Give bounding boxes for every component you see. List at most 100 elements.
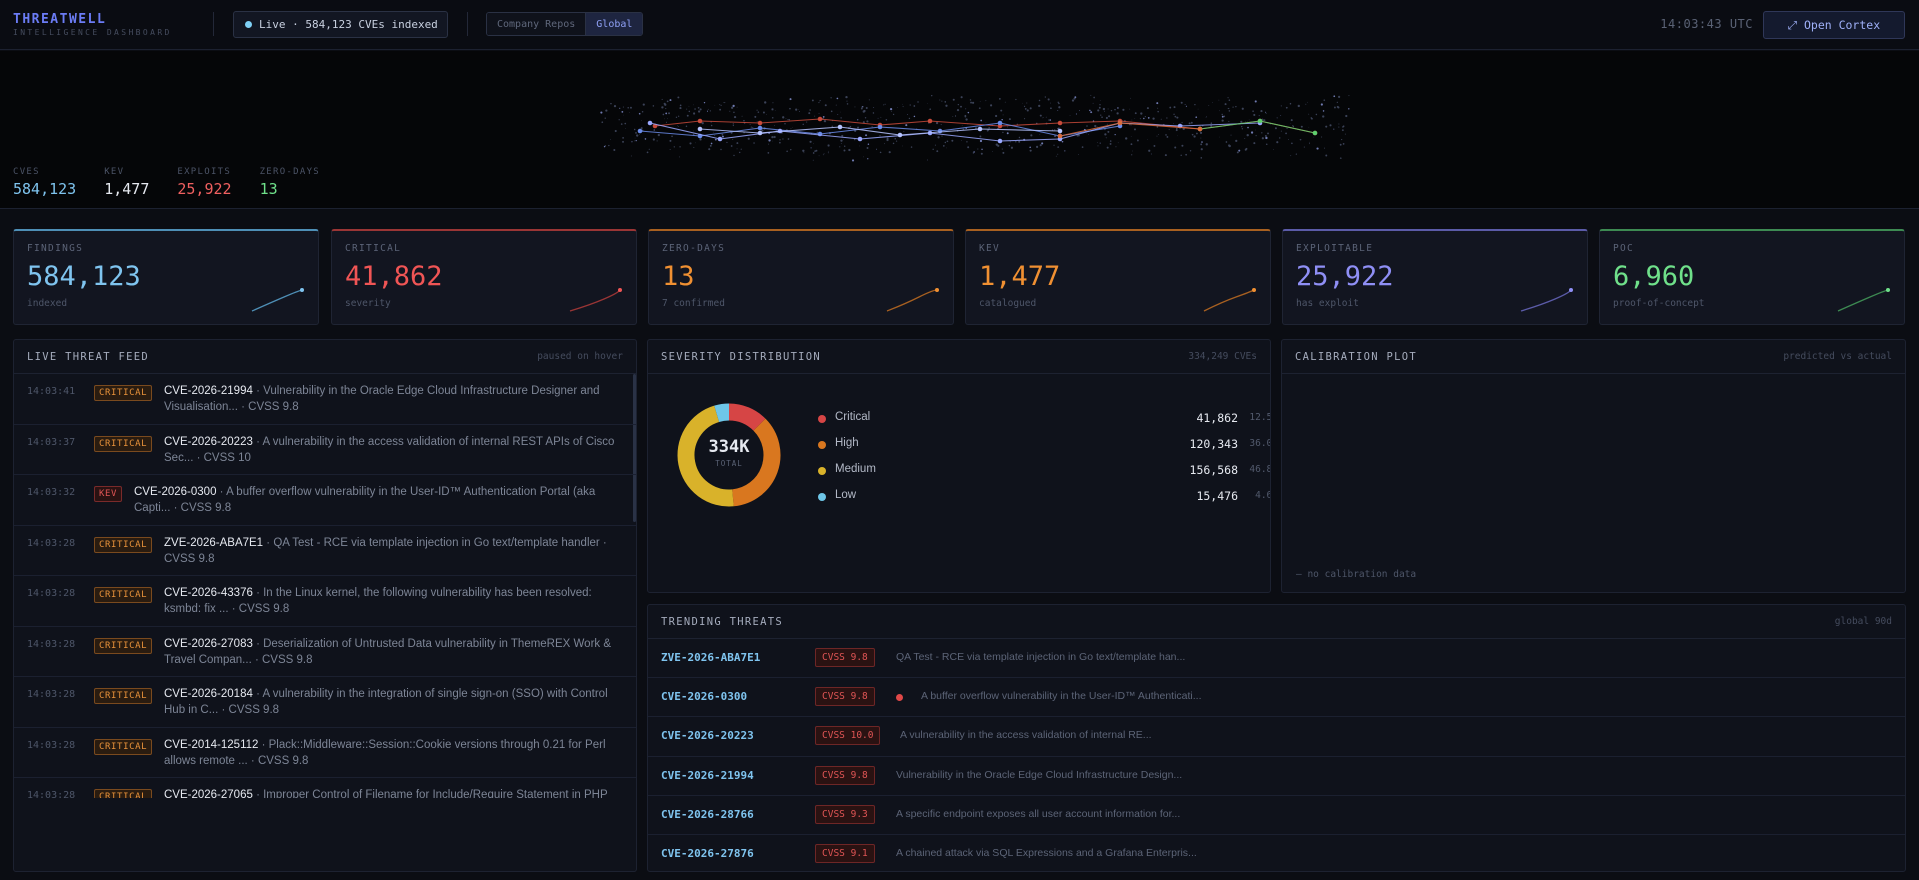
feed-item[interactable]: 14:03:28 CRITICAL CVE-2026-27065 · Imprope…	[14, 778, 636, 798]
threat-node[interactable]	[1057, 120, 1063, 126]
particle	[1045, 116, 1047, 118]
trending-item[interactable]: ZVE-2026-ABA7E1 CVSS 9.8 QA Test - RCE via…	[648, 639, 1905, 679]
threat-node[interactable]	[757, 130, 763, 136]
particle	[1156, 102, 1159, 105]
particle	[790, 128, 792, 130]
threat-node[interactable]	[837, 124, 843, 130]
open-cortex-button[interactable]: ⤢ Open Cortex	[1763, 11, 1905, 39]
donut-slice-medium[interactable]	[677, 405, 734, 507]
threat-node[interactable]	[757, 120, 763, 126]
panel-header: SEVERITY DISTRIBUTION 334,249 CVEs	[648, 340, 1270, 374]
particle	[1002, 131, 1004, 134]
live-status-pill[interactable]: Live · 584,123 CVEs indexed	[233, 11, 448, 38]
cve-id[interactable]: CVE-2026-21994	[661, 768, 754, 782]
stat-card-kev[interactable]: KEV 1,477 catalogued	[965, 229, 1271, 325]
threat-node[interactable]	[1057, 128, 1063, 134]
donut-slice-low[interactable]	[714, 403, 730, 423]
threat-node[interactable]	[697, 118, 703, 124]
feed-item[interactable]: 14:03:28 CRITICAL CVE-2026-27083 · Deseria…	[14, 627, 636, 677]
threat-node[interactable]	[997, 138, 1003, 144]
panel-title: SEVERITY DISTRIBUTION	[661, 350, 822, 363]
donut-slice-critical[interactable]	[728, 403, 766, 431]
trending-item[interactable]: CVE-2026-21994 CVSS 9.8 Vulnerability in t…	[648, 757, 1905, 796]
stat-card-zero-days[interactable]: ZERO-DAYS 13 7 confirmed	[648, 229, 954, 325]
particle	[1185, 105, 1187, 107]
threat-node[interactable]	[1117, 120, 1123, 126]
stat-card-critical[interactable]: CRITICAL 41,862 severity	[331, 229, 637, 325]
particle	[848, 148, 851, 152]
cve-id[interactable]: CVE-2026-28766	[661, 807, 754, 821]
cve-id[interactable]: CVE-2026-43376	[164, 587, 253, 599]
cve-id[interactable]: CVE-2026-27876	[661, 846, 754, 860]
particle	[677, 126, 679, 127]
threat-node[interactable]	[977, 126, 983, 132]
feed-item[interactable]: 14:03:37 CRITICAL CVE-2026-20223 · A vulne…	[14, 425, 636, 475]
particle	[707, 108, 709, 110]
threat-graph-visualization[interactable]	[0, 51, 1919, 209]
feed-description: CVE-2026-21994 · Vulnerability in the Or…	[164, 383, 624, 415]
particle	[865, 106, 868, 110]
threat-node[interactable]	[757, 125, 763, 131]
feed-description: CVE-2014-125112 · Plack::Middleware::Ses…	[164, 737, 624, 769]
cve-id[interactable]: CVE-2026-20223	[164, 435, 253, 448]
threat-node[interactable]	[1312, 130, 1318, 136]
particle	[946, 140, 949, 143]
threat-node[interactable]	[647, 120, 653, 126]
particle	[1289, 102, 1292, 105]
particle	[673, 146, 675, 148]
trending-item[interactable]: CVE-2026-27876 CVSS 9.1 A chained attack v…	[648, 835, 1905, 871]
particle	[1273, 149, 1274, 150]
feed-item[interactable]: 14:03:32 KEV CVE-2026-0300 · A buffer over…	[14, 475, 636, 526]
particle	[971, 101, 975, 104]
feed-item[interactable]: 14:03:28 CRITICAL CVE-2026-43376 · In the …	[14, 576, 636, 627]
threat-node[interactable]	[927, 118, 933, 124]
threat-node[interactable]	[877, 124, 883, 130]
trending-item[interactable]: CVE-2026-28766 CVSS 9.3 A specific endpoin…	[648, 796, 1905, 835]
scope-option-company-repos[interactable]: Company Repos	[487, 13, 586, 35]
stat-card-exploitable[interactable]: EXPLOITABLE 25,922 has exploit	[1282, 229, 1588, 325]
particle	[802, 123, 804, 125]
feed-item[interactable]: 14:03:28 CRITICAL ZVE-2026-ABA7E1 · QA Tes…	[14, 526, 636, 576]
cve-id[interactable]: CVE-2026-27065	[164, 789, 253, 798]
trending-item[interactable]: CVE-2026-20223 CVSS 10.0 A vulnerability i…	[648, 717, 1905, 757]
cve-id[interactable]: CVE-2026-0300	[661, 690, 748, 704]
particle	[1058, 102, 1060, 105]
threat-node[interactable]	[1057, 133, 1063, 139]
particle	[767, 152, 770, 154]
particle	[960, 96, 963, 99]
feed-item[interactable]: 14:03:28 CRITICAL CVE-2026-20184 · A vulne…	[14, 677, 636, 728]
threat-node[interactable]	[997, 120, 1003, 126]
feed-scrollbar[interactable]	[633, 374, 636, 522]
stat-card-poc[interactable]: POC 6,960 proof-of-concept	[1599, 229, 1905, 325]
particle	[686, 114, 689, 117]
stat-card-findings[interactable]: FINDINGS 584,123 indexed	[13, 229, 319, 325]
threat-node[interactable]	[897, 132, 903, 138]
donut-slice-high[interactable]	[731, 418, 781, 507]
cve-id[interactable]: CVE-2026-27083	[164, 637, 253, 650]
threat-node[interactable]	[857, 136, 863, 142]
threat-node[interactable]	[637, 128, 643, 134]
feed-item[interactable]: 14:03:41 CRITICAL CVE-2026-21994 · Vulnera…	[14, 374, 636, 425]
particle	[872, 112, 875, 114]
cve-id[interactable]: CVE-2026-20184	[164, 688, 253, 700]
cve-id[interactable]: CVE-2026-0300	[134, 486, 217, 498]
cve-id[interactable]: ZVE-2026-ABA7E1	[164, 536, 264, 549]
threat-node[interactable]	[1197, 126, 1203, 132]
threat-node[interactable]	[1257, 118, 1263, 124]
severity-name: Critical	[835, 411, 871, 423]
threat-node[interactable]	[717, 136, 723, 142]
particle	[979, 139, 983, 143]
feed-item[interactable]: 14:03:28 CRITICAL CVE-2014-125112 · Plack:…	[14, 728, 636, 778]
threat-node[interactable]	[697, 126, 703, 132]
cve-id[interactable]: CVE-2026-20223	[661, 729, 754, 743]
scope-option-global[interactable]: Global	[585, 13, 643, 35]
threat-node[interactable]	[817, 116, 823, 122]
particle	[1206, 116, 1208, 118]
cve-id[interactable]: CVE-2026-21994	[164, 385, 253, 397]
trending-item[interactable]: CVE-2026-0300 CVSS 9.8 A buffer overflow v…	[648, 678, 1905, 718]
particle	[1201, 141, 1203, 143]
cve-id[interactable]: CVE-2014-125112	[164, 738, 259, 751]
particle	[693, 133, 695, 136]
feed-list[interactable]: 14:03:41 CRITICAL CVE-2026-21994 · Vulnera…	[14, 374, 636, 798]
cve-id[interactable]: ZVE-2026-ABA7E1	[661, 651, 761, 664]
